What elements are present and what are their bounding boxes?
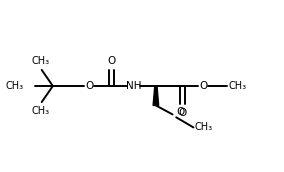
Text: CH₃: CH₃: [5, 81, 24, 91]
Polygon shape: [153, 86, 159, 105]
Text: NH: NH: [126, 81, 141, 91]
Text: CH₃: CH₃: [31, 56, 49, 66]
Text: O: O: [107, 56, 116, 66]
Text: O: O: [199, 81, 207, 91]
Text: O: O: [177, 107, 185, 117]
Text: CH₃: CH₃: [31, 106, 49, 116]
Text: O: O: [85, 81, 93, 91]
Text: O: O: [178, 108, 187, 118]
Text: CH₃: CH₃: [195, 122, 213, 132]
Text: CH₃: CH₃: [228, 81, 247, 91]
